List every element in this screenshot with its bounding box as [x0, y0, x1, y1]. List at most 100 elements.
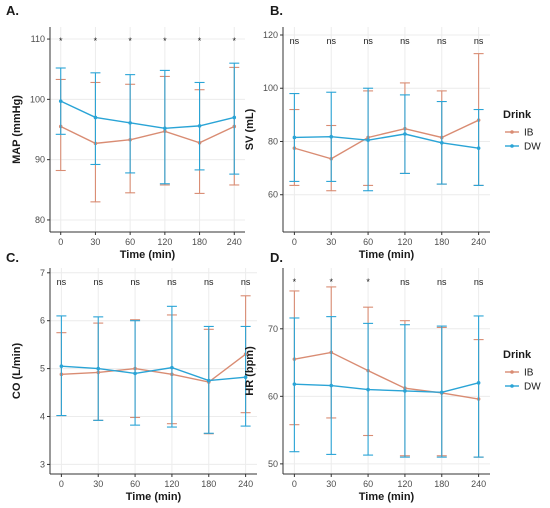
series-line	[60, 100, 235, 129]
significance-marker: *	[329, 277, 333, 287]
x-tick-label: 240	[471, 237, 486, 247]
x-tick-label: 120	[164, 479, 179, 489]
series-line	[294, 119, 479, 160]
x-axis-title: Time (min)	[359, 249, 415, 261]
data-point	[292, 135, 297, 140]
series-dw	[55, 62, 240, 185]
x-tick-label: 240	[471, 479, 486, 489]
significance-marker: ns	[167, 277, 177, 287]
legend-label: IB	[524, 128, 534, 139]
significance-marker: ns	[400, 36, 410, 46]
plot-area	[283, 268, 490, 474]
y-tick-label: 6	[40, 316, 45, 326]
x-tick-label: 30	[90, 237, 100, 247]
significance-marker: *	[59, 36, 63, 46]
significance-marker: ns	[290, 36, 300, 46]
significance-marker: ns	[363, 36, 373, 46]
data-point	[476, 146, 481, 150]
legend-label: DW	[524, 142, 541, 153]
data-point	[96, 366, 101, 371]
significance-marker: ns	[437, 277, 447, 287]
x-tick-label: 0	[58, 237, 63, 247]
series-line	[61, 365, 246, 382]
data-point	[59, 364, 64, 369]
y-tick-label: 80	[268, 136, 278, 146]
significance-marker: ns	[130, 277, 140, 287]
data-point	[403, 132, 407, 136]
legend-label: IB	[524, 368, 534, 379]
panel-label: C.	[6, 250, 19, 265]
data-point	[163, 126, 167, 131]
x-tick-label: 60	[130, 479, 140, 489]
y-tick-label: 3	[40, 459, 45, 469]
y-tick-label: 100	[30, 94, 45, 104]
x-tick-label: 180	[201, 479, 216, 489]
x-tick-label: 120	[397, 479, 412, 489]
panel-label: D.	[270, 250, 283, 265]
data-point	[170, 365, 174, 370]
series-line	[294, 133, 479, 149]
series-line	[60, 125, 235, 145]
panel-c: 3 4 5 6 7 0 30 60 120 180 240 Time (min) CO (L/min) C…	[6, 250, 257, 503]
legend: Drink IB DW	[503, 109, 541, 153]
significance-marker: *	[163, 36, 167, 46]
y-tick-label: 70	[268, 324, 278, 334]
significance-marker: ns	[57, 277, 67, 287]
data-point	[197, 124, 202, 128]
y-axis-title: MAP (mmHg)	[11, 95, 23, 164]
data-point	[329, 134, 334, 139]
x-tick-label: 120	[397, 237, 412, 247]
panel-d: 50 60 70 0 30 60 120 180 240 Time (min) HR (bpm) D.…	[244, 250, 490, 503]
significance-marker: ns	[400, 277, 410, 287]
legend-label: DW	[524, 382, 541, 393]
y-tick-label: 7	[40, 268, 45, 278]
significance-marker: *	[128, 36, 132, 46]
y-tick-label: 4	[40, 412, 45, 422]
data-point	[206, 378, 211, 383]
legend-swatch-point	[510, 384, 514, 388]
y-tick-label: 90	[35, 155, 45, 165]
x-tick-label: 180	[434, 479, 449, 489]
significance-marker: *	[366, 277, 370, 287]
y-tick-label: 110	[31, 34, 45, 44]
data-point	[476, 381, 481, 385]
significance-marker: *	[94, 36, 98, 46]
x-tick-label: 60	[363, 479, 373, 489]
x-tick-label: 30	[326, 479, 336, 489]
y-tick-label: 80	[35, 215, 45, 225]
x-tick-label: 30	[93, 479, 103, 489]
x-tick-label: 60	[125, 237, 135, 247]
legend-swatch-point	[510, 130, 514, 134]
x-tick-label: 0	[292, 237, 297, 247]
panel-label: A.	[6, 3, 19, 18]
panel-b: 60 80 100 120 0 30 60 120 180 240 Time (min) SV (mL…	[244, 3, 490, 261]
data-point	[439, 390, 444, 395]
plot-area	[50, 27, 245, 232]
series-dw	[289, 87, 484, 192]
significance-marker: ns	[326, 36, 336, 46]
y-axis-title: CO (L/min)	[11, 343, 23, 400]
series-dw	[56, 305, 251, 434]
legend-title: Drink	[503, 349, 532, 361]
x-tick-label: 0	[59, 479, 64, 489]
legend-title: Drink	[503, 109, 532, 121]
x-tick-label: 240	[238, 479, 253, 489]
x-axis-title: Time (min)	[359, 491, 415, 503]
x-tick-label: 180	[192, 237, 207, 247]
x-axis-title: Time (min)	[120, 249, 176, 261]
data-point	[403, 389, 407, 393]
x-tick-label: 120	[157, 237, 172, 247]
legend-swatch-point	[510, 144, 514, 148]
y-tick-label: 120	[263, 30, 278, 40]
x-tick-label: 30	[326, 237, 336, 247]
data-point	[243, 375, 248, 380]
data-point	[366, 387, 370, 392]
series-line	[294, 351, 479, 400]
series-line	[294, 382, 479, 393]
significance-marker: *	[233, 36, 237, 46]
x-tick-label: 0	[292, 479, 297, 489]
series-line	[61, 353, 247, 383]
x-tick-label: 240	[227, 237, 242, 247]
significance-marker: *	[198, 36, 202, 46]
